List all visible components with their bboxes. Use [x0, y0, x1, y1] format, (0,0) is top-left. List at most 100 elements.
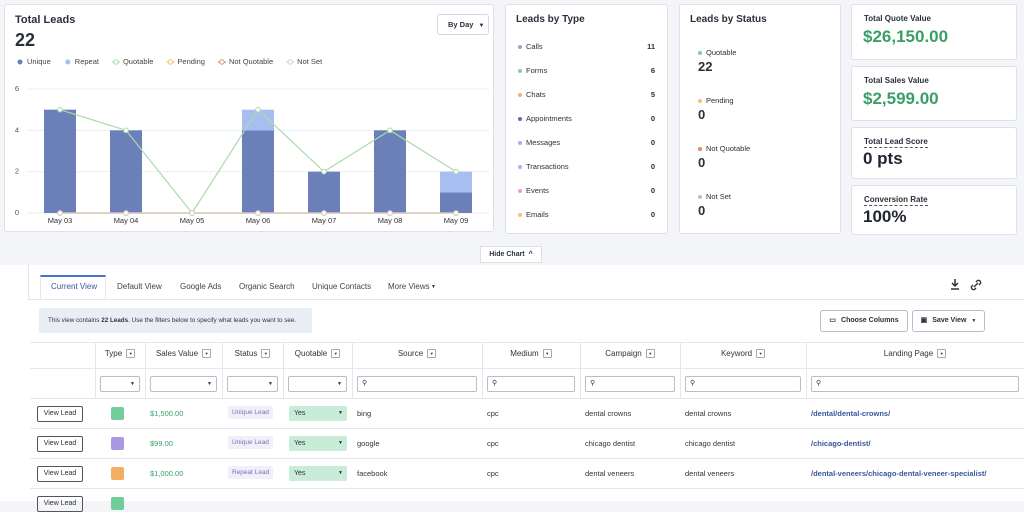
column-menu[interactable]: ▼	[261, 349, 271, 359]
column-menu[interactable]: ▼	[645, 349, 655, 359]
legend-item: Repeat	[65, 57, 100, 66]
filter-search[interactable]: ⚲	[585, 376, 675, 392]
column-header: Quotable ▼	[287, 349, 348, 359]
type-dot	[518, 213, 522, 217]
legend-item: Quotable	[111, 57, 153, 66]
tab-bar	[28, 265, 1024, 300]
line-point	[123, 210, 129, 216]
filter-select[interactable]: ▼	[150, 376, 217, 392]
caret: ▼	[338, 440, 343, 446]
view-tab[interactable]: Google Ads	[180, 282, 222, 291]
quotable-select[interactable]: Yes ▼	[289, 466, 347, 481]
type-dot	[518, 117, 522, 121]
quotable-select[interactable]: Yes ▼	[289, 436, 347, 451]
column-menu[interactable]: ▼	[756, 349, 766, 359]
view-lead-button[interactable]: View Lead	[37, 466, 83, 482]
filter-select[interactable]: ▼	[227, 376, 278, 392]
toolbar-button[interactable]: ▣ Save View ▼	[912, 310, 985, 332]
toolbar-icons[interactable]	[948, 278, 988, 292]
column-menu[interactable]: ▼	[427, 349, 437, 359]
download-icon[interactable]	[951, 279, 959, 290]
legend-swatch	[17, 59, 23, 65]
kpi-value: $26,150.00	[863, 27, 949, 46]
column-header-label: Campaign	[605, 349, 642, 358]
type-dot	[518, 45, 522, 49]
view-tab[interactable]: More Views	[388, 282, 430, 291]
line-point	[453, 210, 459, 216]
line-point	[57, 210, 63, 216]
filter-search[interactable]: ⚲	[487, 376, 575, 392]
line-point	[321, 210, 327, 216]
column-menu[interactable]: ▼	[937, 349, 947, 359]
quotable-value: Yes	[294, 470, 306, 477]
x-tick-label: May 07	[312, 216, 337, 225]
link-icon[interactable]	[970, 279, 982, 291]
hide-chart-toggle[interactable]: Hide Chart ^	[480, 246, 542, 263]
toolbar-button[interactable]: ▭ Choose Columns	[820, 310, 908, 332]
view-lead-button[interactable]: View Lead	[37, 406, 83, 422]
filter-search[interactable]: ⚲	[685, 376, 801, 392]
button-label: Choose Columns	[841, 317, 899, 324]
view-lead-button[interactable]: View Lead	[37, 496, 83, 512]
row-divider	[30, 428, 1024, 429]
view-tab[interactable]: Organic Search	[239, 282, 295, 291]
status-count: 0	[698, 203, 706, 218]
type-dot	[518, 189, 522, 193]
type-count: 0	[650, 138, 655, 147]
legend-label: Repeat	[75, 57, 100, 66]
column-divider	[283, 342, 284, 398]
kpi-label: Conversion Rate	[864, 195, 928, 206]
line-point	[387, 127, 393, 134]
type-icon	[111, 437, 124, 450]
column-divider	[806, 342, 807, 398]
leads-panel: Current View Default View Google Ads Organi…	[0, 265, 1024, 512]
column-header: Source ▼	[356, 349, 478, 359]
column-divider	[580, 342, 581, 398]
view-tab[interactable]: Default View	[117, 282, 162, 291]
y-tick-label: 6	[15, 84, 19, 93]
status-pill: Unique Lead	[228, 406, 273, 419]
column-menu[interactable]: ▼	[542, 349, 552, 359]
status-dot	[698, 99, 702, 103]
row-divider	[30, 458, 1024, 459]
landing-page[interactable]: /chicago-dentist/	[811, 439, 871, 448]
legend-item: Unique	[17, 57, 51, 66]
filter-select[interactable]: ▼	[100, 376, 140, 392]
sales-value: $99.00	[150, 439, 173, 448]
status-pill: Repeat Lead	[228, 466, 274, 479]
view-tab[interactable]: Unique Contacts	[312, 282, 372, 291]
column-menu[interactable]: ▼	[202, 349, 212, 359]
status-label: Quotable	[706, 48, 737, 57]
campaign: chicago dentist	[585, 439, 636, 448]
column-menu[interactable]: ▼	[331, 349, 341, 359]
keyword: dental crowns	[685, 409, 732, 418]
type-label: Messages	[526, 138, 561, 147]
line-point	[255, 210, 261, 216]
filter-search[interactable]: ⚲	[357, 376, 477, 392]
status-dot	[698, 195, 702, 199]
landing-page[interactable]: /dental/dental-crowns/	[811, 409, 891, 418]
status-pill: Unique Lead	[228, 436, 273, 449]
button-label: Save View	[932, 317, 967, 324]
filter-search[interactable]: ⚲	[811, 376, 1019, 392]
bar	[308, 171, 340, 213]
total-count: 22	[15, 30, 36, 50]
legend-swatch	[167, 59, 174, 65]
row-divider	[30, 368, 1024, 369]
view-tab[interactable]: Current View	[51, 282, 98, 291]
info-banner: This view contains 22 Leads. Use the fil…	[39, 308, 312, 333]
quotable-value: Yes	[294, 410, 306, 417]
landing-page[interactable]: /dental-veneers/chicago-dental-veneer-sp…	[811, 469, 987, 478]
view-lead-button[interactable]: View Lead	[37, 436, 83, 452]
column-menu[interactable]: ▼	[126, 349, 136, 359]
filter-select[interactable]: ▼	[288, 376, 347, 392]
period-dropdown[interactable]: By Day ▼	[437, 14, 489, 35]
period-label: By Day	[448, 20, 474, 29]
quotable-select[interactable]: Yes ▼	[289, 406, 347, 421]
row-divider	[30, 488, 1024, 489]
sales-value: $1,500.00	[150, 409, 184, 418]
caret: ▼	[338, 410, 343, 416]
type-label: Events	[526, 186, 549, 195]
card-title: Leads by Status	[690, 14, 767, 25]
type-count: 0	[650, 186, 655, 195]
